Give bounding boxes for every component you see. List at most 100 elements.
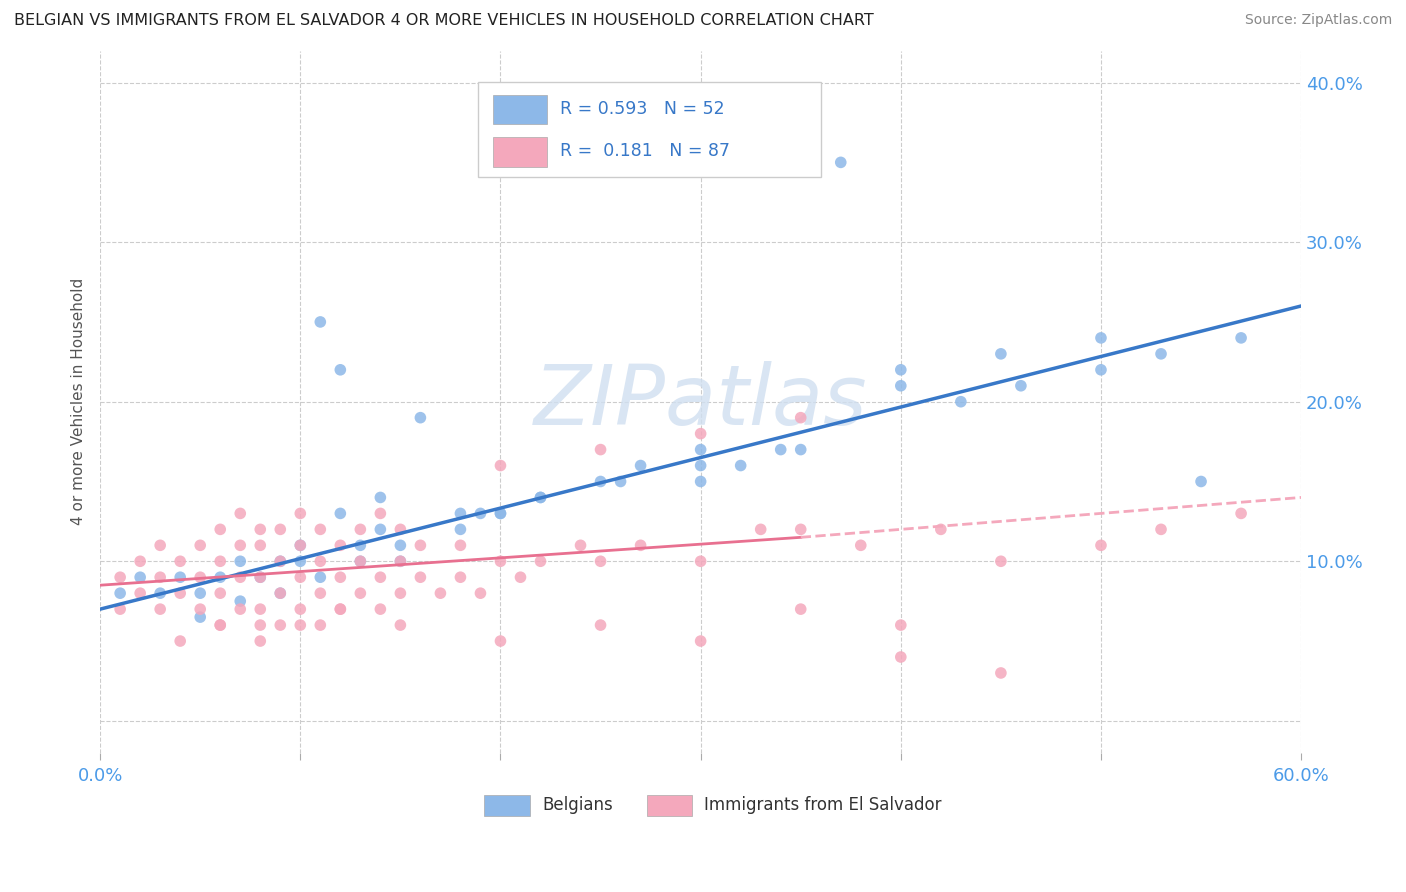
Point (149, 570, 172, 584)
Point (209, 522, 232, 536)
Point (188, 586, 211, 600)
Point (890, 363, 912, 377)
Point (890, 618, 912, 632)
Point (449, 522, 471, 536)
Point (489, 458, 512, 473)
Point (409, 538, 432, 552)
Point (129, 554, 152, 568)
Point (290, 602, 312, 616)
Point (990, 347, 1012, 361)
Point (529, 491, 551, 505)
Point (269, 586, 291, 600)
Point (370, 602, 392, 616)
Point (790, 602, 813, 616)
Point (290, 538, 312, 552)
Point (188, 538, 211, 552)
Point (249, 570, 271, 584)
Point (309, 586, 332, 600)
Point (1189, 475, 1212, 489)
Point (1010, 378, 1032, 392)
Point (349, 538, 371, 552)
Text: ZIPatlas: ZIPatlas (534, 361, 868, 442)
Point (269, 586, 291, 600)
Point (689, 475, 711, 489)
Point (249, 602, 271, 616)
Point (249, 522, 271, 536)
Y-axis label: 4 or more Vehicles in Household: 4 or more Vehicles in Household (72, 278, 86, 525)
Point (569, 538, 592, 552)
Point (589, 618, 612, 632)
FancyBboxPatch shape (494, 95, 547, 124)
Point (269, 522, 291, 536)
Point (209, 618, 232, 632)
Text: Source: ZipAtlas.com: Source: ZipAtlas.com (1244, 13, 1392, 28)
Point (349, 554, 371, 568)
Point (449, 570, 471, 584)
Point (370, 522, 392, 536)
Point (529, 491, 551, 505)
Point (389, 554, 412, 568)
Point (129, 570, 152, 584)
Point (290, 538, 312, 552)
Point (990, 554, 1012, 568)
Point (229, 570, 252, 584)
Point (290, 570, 312, 584)
Point (470, 507, 492, 521)
Point (290, 554, 312, 568)
Point (509, 570, 531, 584)
Point (1090, 363, 1112, 377)
Point (730, 458, 752, 473)
Point (108, 570, 131, 584)
Point (209, 554, 232, 568)
Point (188, 570, 211, 584)
Point (169, 586, 191, 600)
Point (249, 618, 271, 632)
FancyBboxPatch shape (485, 795, 530, 816)
Text: Immigrants from El Salvador: Immigrants from El Salvador (704, 797, 942, 814)
Point (249, 570, 271, 584)
Point (309, 618, 332, 632)
Point (1150, 347, 1173, 361)
Point (609, 475, 631, 489)
Point (689, 458, 711, 473)
Point (449, 538, 471, 552)
Point (229, 507, 252, 521)
Point (830, 155, 852, 169)
Point (329, 538, 352, 552)
Point (169, 570, 191, 584)
Point (1150, 522, 1173, 536)
Point (309, 315, 332, 329)
FancyBboxPatch shape (494, 137, 547, 167)
Point (1090, 331, 1112, 345)
Point (329, 602, 352, 616)
Point (349, 586, 371, 600)
Point (470, 586, 492, 600)
Point (489, 634, 512, 648)
Point (229, 554, 252, 568)
Point (769, 442, 792, 457)
Point (209, 570, 232, 584)
Point (108, 586, 131, 600)
Point (630, 538, 652, 552)
Point (589, 442, 612, 457)
Point (790, 410, 813, 425)
Point (290, 507, 312, 521)
Point (169, 634, 191, 648)
Point (389, 538, 412, 552)
FancyBboxPatch shape (478, 82, 821, 177)
Point (1230, 331, 1253, 345)
Point (149, 602, 172, 616)
Point (149, 586, 172, 600)
Point (209, 618, 232, 632)
Point (370, 491, 392, 505)
Point (249, 538, 271, 552)
Point (890, 650, 912, 665)
Point (589, 475, 612, 489)
Point (790, 442, 813, 457)
Point (329, 602, 352, 616)
Point (489, 554, 512, 568)
Point (589, 554, 612, 568)
Point (309, 570, 332, 584)
Text: R =  0.181   N = 87: R = 0.181 N = 87 (560, 142, 730, 160)
Point (689, 554, 711, 568)
